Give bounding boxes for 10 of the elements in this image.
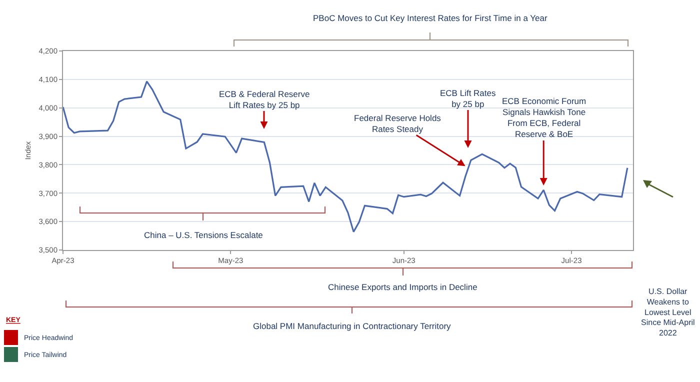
annotation: ECB Economic Forum Signals Hawkish Tone From ECB, Federal Reserve & BoE [502, 96, 586, 140]
annotation: ECB & Federal Reserve Lift Rates by 25 bp [219, 89, 310, 110]
annotation: Federal Reserve Holds Rates Steady [354, 113, 441, 134]
text: PBoC Moves to Cut Key Interest Rates for First Time in a Year [313, 13, 548, 23]
text: U.S. Dollar Weakens to Lowest Level Since Mid-April 2022 [641, 287, 696, 338]
line-series [63, 80, 628, 233]
text: Chinese Exports and Imports in Decline [328, 282, 478, 292]
annotation: ECB Lift Rates by 25 bp [440, 88, 496, 110]
annotation: China – U.S. Tensions Escalate [144, 230, 264, 240]
text: Global PMI Manufacturing in Contractionary Territory [253, 321, 452, 331]
